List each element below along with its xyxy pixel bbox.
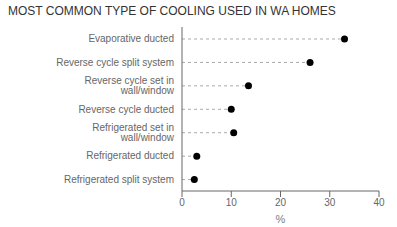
svg-text:Refrigerated set inwall/window: Refrigerated set inwall/window <box>92 122 174 143</box>
svg-text:40: 40 <box>373 197 385 208</box>
svg-text:Evaporative ducted: Evaporative ducted <box>88 33 174 44</box>
svg-text:Refrigerated split system: Refrigerated split system <box>64 174 174 185</box>
svg-text:Reverse cycle split system: Reverse cycle split system <box>56 57 174 68</box>
svg-text:Reverse cycle ducted: Reverse cycle ducted <box>78 104 174 115</box>
svg-text:30: 30 <box>324 197 336 208</box>
svg-text:Refrigerated ducted: Refrigerated ducted <box>86 150 174 161</box>
svg-text:0: 0 <box>179 197 185 208</box>
svg-text:Reverse cycle set inwall/windo: Reverse cycle set inwall/window <box>85 75 175 96</box>
svg-text:10: 10 <box>226 197 238 208</box>
svg-text:%: % <box>276 213 286 225</box>
svg-text:20: 20 <box>275 197 287 208</box>
html-text:MOST COMMON TYPE OF COOLING US: MOST COMMON TYPE OF COOLING USED IN WA H… <box>8 4 336 18</box>
